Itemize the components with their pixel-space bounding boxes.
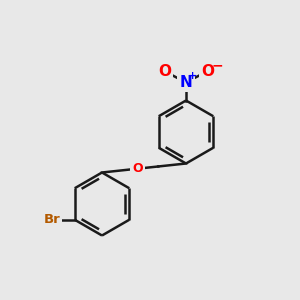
Text: O: O (158, 64, 171, 79)
Text: O: O (132, 162, 142, 175)
Text: N: N (180, 75, 192, 90)
Text: −: − (212, 58, 223, 72)
Text: +: + (188, 71, 197, 81)
Text: O: O (201, 64, 214, 79)
Text: Br: Br (44, 213, 61, 226)
